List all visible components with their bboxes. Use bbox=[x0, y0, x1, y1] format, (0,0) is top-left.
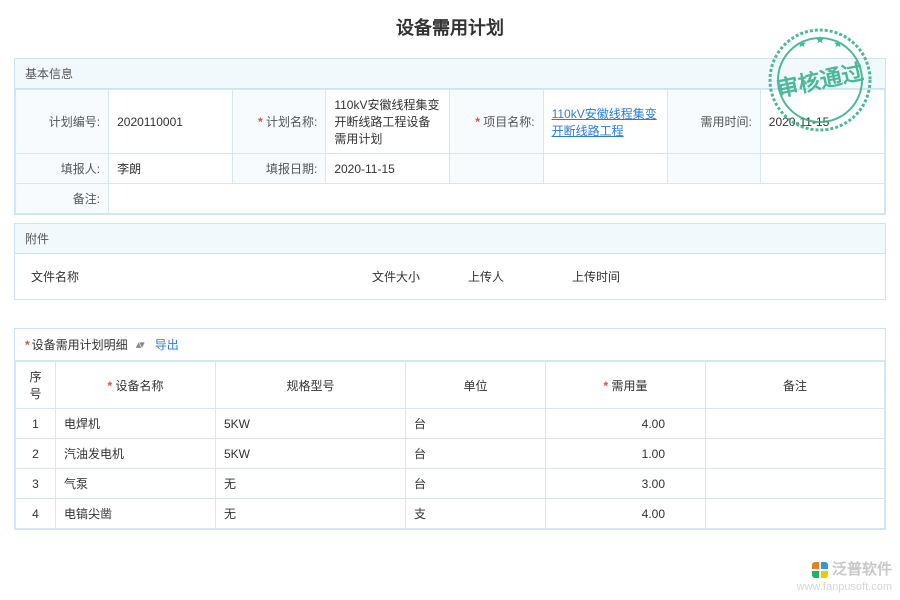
reporter-value: 李朗 bbox=[109, 154, 233, 184]
cell-name: 电镐尖凿 bbox=[56, 499, 216, 529]
need-time-label: 需用时间: bbox=[667, 90, 760, 154]
page-title: 设备需用计划 bbox=[0, 0, 900, 50]
col-uploader: 上传人 bbox=[441, 264, 531, 289]
cell-seq: 2 bbox=[16, 439, 56, 469]
attachment-heading: 附件 bbox=[15, 224, 885, 254]
table-row: 3气泵无台3.00 bbox=[16, 469, 885, 499]
plan-name-label: 计划名称: bbox=[233, 90, 326, 154]
cell-spec: 无 bbox=[216, 469, 406, 499]
cell-spec: 5KW bbox=[216, 409, 406, 439]
cell-unit: 台 bbox=[406, 439, 546, 469]
attachment-panel: 附件 文件名称 文件大小 上传人 上传时间 bbox=[14, 223, 886, 300]
plan-name-value: 110kV安徽线程集变开断线路工程设备需用计划 bbox=[326, 90, 450, 154]
sort-icon[interactable]: ▴▾ bbox=[136, 338, 143, 351]
cell-spec: 无 bbox=[216, 499, 406, 529]
detail-title: *设备需用计划明细 bbox=[25, 336, 128, 353]
cell-qty: 4.00 bbox=[546, 409, 706, 439]
cell-seq: 4 bbox=[16, 499, 56, 529]
col-spec: 规格型号 bbox=[216, 362, 406, 409]
cell-qty: 1.00 bbox=[546, 439, 706, 469]
basic-info-table: 计划编号: 2020110001 计划名称: 110kV安徽线程集变开断线路工程… bbox=[15, 89, 885, 214]
detail-table: 序号 设备名称 规格型号 单位 需用量 备注 1电焊机5KW台4.002汽油发电… bbox=[15, 361, 885, 529]
col-uploadtime: 上传时间 bbox=[531, 264, 661, 289]
cell-qty: 3.00 bbox=[546, 469, 706, 499]
project-name-link[interactable]: 110kV安徽线程集变开断线路工程 bbox=[552, 107, 657, 138]
report-date-value: 2020-11-15 bbox=[326, 154, 450, 184]
watermark: 泛普软件 www.fanpusoft.com bbox=[797, 560, 892, 594]
project-name-label: 项目名称: bbox=[450, 90, 543, 154]
cell-seq: 3 bbox=[16, 469, 56, 499]
col-seq: 序号 bbox=[16, 362, 56, 409]
cell-remark bbox=[706, 499, 885, 529]
table-row: 4电镐尖凿无支4.00 bbox=[16, 499, 885, 529]
table-row: 2汽油发电机5KW台1.00 bbox=[16, 439, 885, 469]
report-date-label: 填报日期: bbox=[233, 154, 326, 184]
cell-name: 汽油发电机 bbox=[56, 439, 216, 469]
cell-name: 电焊机 bbox=[56, 409, 216, 439]
detail-toolbar: *设备需用计划明细 ▴▾ 导出 bbox=[15, 329, 885, 361]
cell-remark bbox=[706, 469, 885, 499]
attachment-header-row: 文件名称 文件大小 上传人 上传时间 bbox=[15, 254, 885, 299]
col-device-name: 设备名称 bbox=[56, 362, 216, 409]
reporter-label: 填报人: bbox=[16, 154, 109, 184]
table-row: 1电焊机5KW台4.00 bbox=[16, 409, 885, 439]
col-filesize: 文件大小 bbox=[351, 264, 441, 289]
plan-no-label: 计划编号: bbox=[16, 90, 109, 154]
detail-panel: *设备需用计划明细 ▴▾ 导出 序号 设备名称 规格型号 单位 需用量 备注 1… bbox=[14, 328, 886, 530]
col-filename: 文件名称 bbox=[31, 264, 351, 289]
cell-unit: 台 bbox=[406, 469, 546, 499]
cell-remark bbox=[706, 439, 885, 469]
col-remark: 备注 bbox=[706, 362, 885, 409]
remark-label: 备注: bbox=[16, 184, 109, 214]
basic-info-heading: 基本信息 bbox=[15, 59, 885, 89]
watermark-url: www.fanpusoft.com bbox=[797, 580, 892, 594]
remark-value bbox=[109, 184, 885, 214]
plan-no-value: 2020110001 bbox=[109, 90, 233, 154]
col-unit: 单位 bbox=[406, 362, 546, 409]
cell-qty: 4.00 bbox=[546, 499, 706, 529]
cell-unit: 支 bbox=[406, 499, 546, 529]
cell-name: 气泵 bbox=[56, 469, 216, 499]
need-time-value: 2020-11-15 bbox=[760, 90, 884, 154]
cell-spec: 5KW bbox=[216, 439, 406, 469]
col-qty: 需用量 bbox=[546, 362, 706, 409]
watermark-brand: 泛普软件 bbox=[832, 560, 892, 580]
cell-seq: 1 bbox=[16, 409, 56, 439]
cell-remark bbox=[706, 409, 885, 439]
logo-icon bbox=[812, 562, 828, 578]
cell-unit: 台 bbox=[406, 409, 546, 439]
export-button[interactable]: 导出 bbox=[151, 335, 183, 354]
basic-info-panel: 基本信息 计划编号: 2020110001 计划名称: 110kV安徽线程集变开… bbox=[14, 58, 886, 215]
